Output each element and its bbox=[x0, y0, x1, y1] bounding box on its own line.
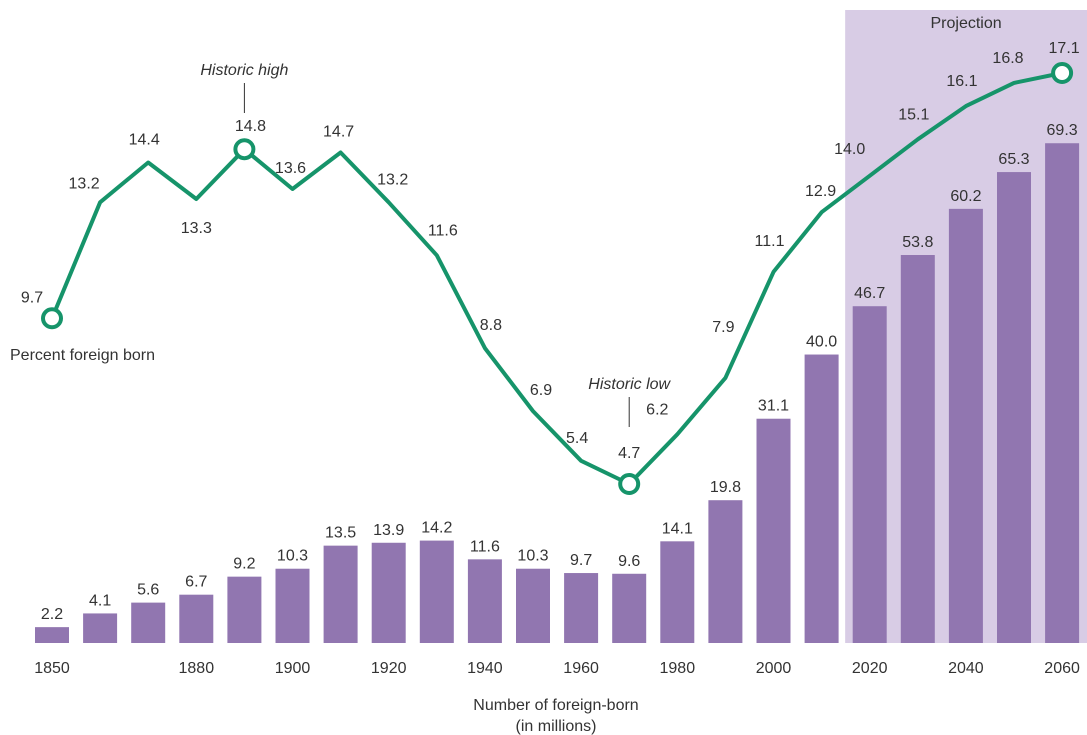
annotation-1970: Historic low bbox=[588, 376, 671, 393]
line-label-1880: 13.3 bbox=[181, 220, 212, 237]
x-tick-1980: 1980 bbox=[660, 660, 696, 677]
bar-1900 bbox=[275, 568, 310, 643]
bar-label-1900: 10.3 bbox=[277, 548, 308, 565]
line-label-1970: 4.7 bbox=[618, 445, 640, 462]
bar-1950 bbox=[516, 568, 550, 643]
bar-caption-line-1: Number of foreign-born bbox=[473, 697, 638, 714]
bar-label-1930: 14.2 bbox=[421, 520, 452, 537]
line-label-2060: 17.1 bbox=[1049, 40, 1080, 57]
bar-label-2030: 53.8 bbox=[902, 234, 933, 251]
bar-label-1880: 6.7 bbox=[185, 574, 207, 591]
bar-label-1870: 5.6 bbox=[137, 582, 159, 599]
bar-label-1980: 14.1 bbox=[662, 520, 693, 537]
bar-2050 bbox=[997, 172, 1031, 643]
line-label-2030: 15.1 bbox=[898, 106, 929, 123]
bar-1920 bbox=[371, 542, 406, 643]
marked-point-1890 bbox=[233, 138, 256, 161]
bar-caption-line-2: (in millions) bbox=[516, 718, 597, 735]
bar-label-2060: 69.3 bbox=[1047, 122, 1078, 139]
line-label-1870: 14.4 bbox=[129, 131, 160, 148]
bar-1860 bbox=[83, 613, 118, 643]
line-label-1850: 9.7 bbox=[21, 289, 43, 306]
bar-2000 bbox=[756, 418, 791, 643]
marked-point-1850 bbox=[41, 307, 63, 330]
line-label-1950: 6.9 bbox=[530, 382, 552, 399]
line-label-1940: 8.8 bbox=[480, 317, 502, 334]
bar-label-1860: 4.1 bbox=[89, 592, 111, 609]
line-label-1990: 7.9 bbox=[712, 319, 734, 336]
bar-1850 bbox=[35, 627, 69, 643]
projection-label: Projection bbox=[930, 15, 1001, 32]
line-label-2040: 16.1 bbox=[946, 73, 977, 90]
bar-1960 bbox=[564, 573, 599, 643]
x-tick-1960: 1960 bbox=[563, 660, 599, 677]
line-label-1860: 13.2 bbox=[69, 175, 100, 192]
marked-point-1970 bbox=[618, 473, 641, 495]
bar-1870 bbox=[131, 602, 166, 643]
x-tick-2040: 2040 bbox=[948, 660, 984, 677]
bar-label-1920: 13.9 bbox=[373, 522, 404, 539]
bar-label-2010: 40.0 bbox=[806, 334, 837, 351]
bar-label-1990: 19.8 bbox=[710, 479, 741, 496]
x-tick-2000: 2000 bbox=[756, 660, 792, 677]
x-tick-1880: 1880 bbox=[179, 660, 215, 677]
marked-point-2060 bbox=[1051, 62, 1074, 84]
x-tick-2020: 2020 bbox=[852, 660, 888, 677]
x-tick-2060: 2060 bbox=[1044, 660, 1080, 677]
annotation-1890: Historic high bbox=[200, 62, 288, 79]
bar-label-1890: 9.2 bbox=[233, 556, 255, 573]
x-tick-1900: 1900 bbox=[275, 660, 311, 677]
bar-1910 bbox=[323, 545, 358, 643]
bar-label-2000: 31.1 bbox=[758, 398, 789, 415]
bar-1970 bbox=[612, 573, 647, 643]
bar-2030 bbox=[900, 255, 935, 644]
line-label-1900: 13.6 bbox=[275, 160, 306, 177]
line-label-1960: 5.4 bbox=[566, 430, 588, 447]
line-label-1980: 6.2 bbox=[646, 401, 668, 418]
bar-1990 bbox=[708, 500, 743, 643]
line-label-2020: 14.0 bbox=[834, 141, 865, 158]
bar-label-1960: 9.7 bbox=[570, 552, 592, 569]
bar-label-1940: 11.6 bbox=[470, 538, 500, 555]
bar-1930 bbox=[419, 540, 454, 643]
bar-2040 bbox=[948, 208, 983, 643]
bar-label-1970: 9.6 bbox=[618, 553, 640, 570]
line-label-1890: 14.8 bbox=[235, 118, 266, 135]
line-label-1910: 14.7 bbox=[323, 124, 354, 141]
line-label-2010: 12.9 bbox=[805, 183, 836, 200]
bar-2010 bbox=[804, 354, 839, 643]
bar-1940 bbox=[467, 559, 502, 643]
percent-foreign-born-line bbox=[50, 71, 1063, 486]
bar-1890 bbox=[227, 576, 262, 643]
x-tick-1940: 1940 bbox=[467, 660, 503, 677]
bar-label-2040: 60.2 bbox=[950, 188, 981, 205]
x-tick-1850: 1850 bbox=[34, 660, 70, 677]
line-label-2000: 11.1 bbox=[755, 233, 785, 250]
line-label-2050: 16.8 bbox=[992, 50, 1023, 67]
bar-2020 bbox=[852, 306, 887, 643]
bar-label-2020: 46.7 bbox=[854, 285, 885, 302]
bar-1980 bbox=[660, 541, 695, 643]
bar-2060 bbox=[1045, 143, 1080, 643]
line-series-caption: Percent foreign born bbox=[10, 347, 155, 364]
line-label-1930: 11.6 bbox=[428, 222, 458, 239]
bar-1880 bbox=[179, 594, 214, 643]
x-tick-1920: 1920 bbox=[371, 660, 407, 677]
bar-label-1850: 2.2 bbox=[41, 606, 63, 623]
line-label-1920: 13.2 bbox=[377, 171, 408, 188]
bar-label-2050: 65.3 bbox=[998, 151, 1029, 168]
bar-label-1910: 13.5 bbox=[325, 525, 356, 542]
bar-label-1950: 10.3 bbox=[517, 548, 548, 565]
